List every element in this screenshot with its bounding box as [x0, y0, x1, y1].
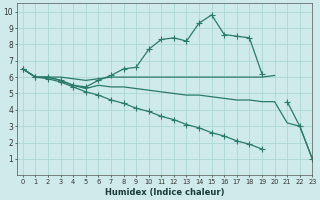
X-axis label: Humidex (Indice chaleur): Humidex (Indice chaleur) [105, 188, 224, 197]
